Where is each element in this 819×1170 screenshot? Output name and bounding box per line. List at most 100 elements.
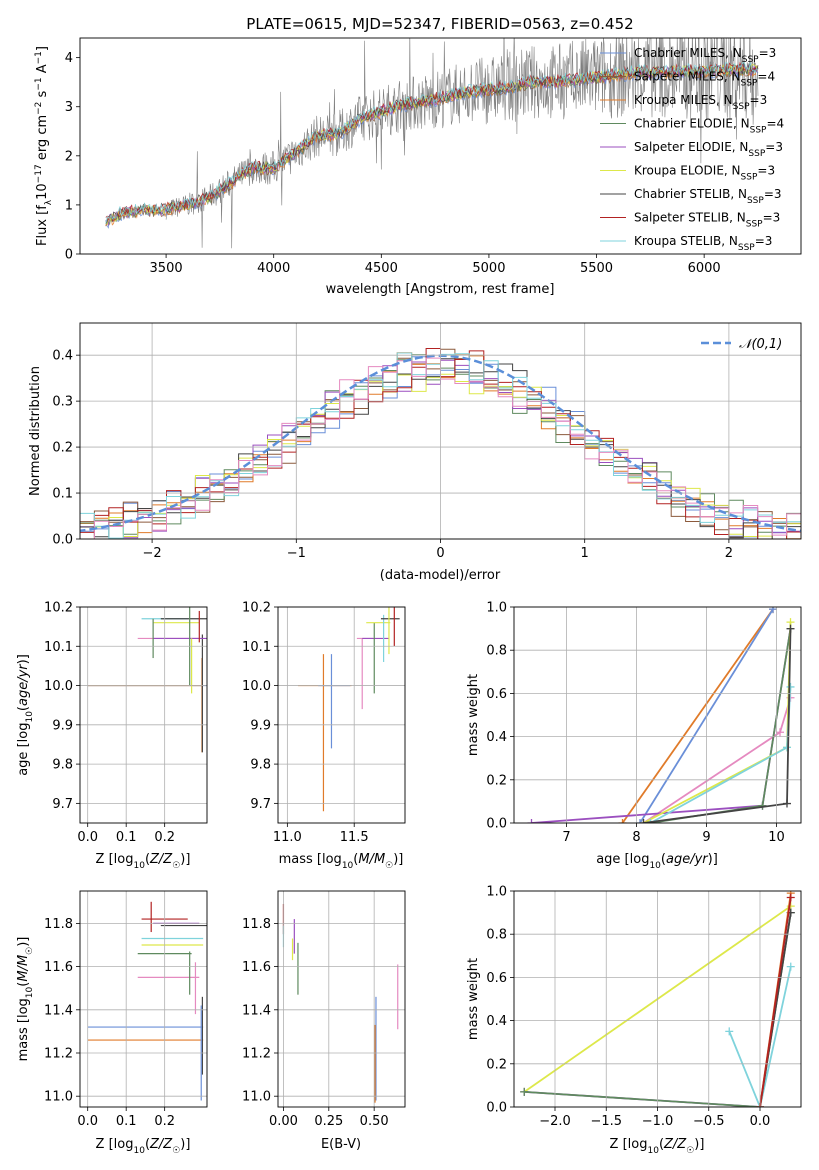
label-part: SSP [741,79,758,89]
panel-mass_vs_Z: 0.0 0.1 0.211.011.211.411.611.8Z [log10(Z/… [16,890,208,1156]
axes-frame [277,606,406,824]
plot-area [527,607,795,823]
y-tick-label: 10.2 [242,601,271,616]
axes-frame [79,37,802,255]
y-tick-label: 0.4 [486,1014,507,1029]
y-tick-label: 10.1 [44,640,73,655]
label-part: mass [log [16,998,31,1061]
label-part: Kroupa ELODIE, N [634,164,741,178]
x-tick-label: 7 [562,830,570,845]
label-part: −1 [34,77,44,90]
label-part: ☉ [385,861,393,871]
weight-marker [520,1087,529,1096]
weight-marker [786,893,795,902]
y-axis-label: mass weight [466,958,481,1040]
x-tick-label: −2.0 [539,1114,571,1129]
y-tick-label: 0.0 [486,1101,507,1116]
plot-area [282,903,399,1103]
label-part: 10 [133,861,145,871]
legend-entry: Chabrier STELIB, NSSP=3 [634,187,782,206]
plot-area [87,607,207,753]
y-tick-label: 9.8 [52,758,73,773]
weight-marker [527,819,536,823]
x-tick-label: 8 [632,830,640,845]
label-part: 10 [649,861,661,871]
label-part: Salpeter MILES, N [634,70,741,84]
label-part: age [log [16,723,31,776]
x-tick-label: 10 [768,830,785,845]
legend-entry: Chabrier ELODIE, NSSP=4 [634,117,784,136]
x-tick-label: 0.1 [116,830,137,845]
panel-spectrum: 3500 4000 4500 5000 5500 6000 0 1 2 3 4 wavelength … [34,37,802,297]
y-tick-label: 0.2 [486,1057,507,1072]
label-part: −17 [34,164,44,183]
weight-line [621,608,774,823]
label-part: Z [log [96,1137,134,1152]
y-tick-label: 9.9 [52,718,73,733]
y-tick-label: 9.7 [52,797,73,812]
x-tick-label: 0.0 [750,1114,771,1129]
axes-frame [79,606,208,824]
legend-entry: Salpeter STELIB, NSSP=3 [634,211,780,230]
label-part: =4 [766,117,784,131]
label-part: age/yr [666,852,709,867]
label-part: )] [393,852,403,867]
legend-entry: Chabrier MILES, NSSP=3 [634,46,776,65]
weight-marker [639,819,648,823]
label-part: Z/Z [149,852,173,867]
legend-entry: Salpeter ELODIE, NSSP=3 [634,140,783,159]
y-tick-label: 0 [65,248,73,263]
x-tick-label: 0.0 [77,830,98,845]
legend-entry: Kroupa ELODIE, NSSP=3 [634,164,775,183]
x-tick-label: 3500 [150,261,183,276]
label-part: =3 [765,140,783,154]
y-tick-label: 11.2 [44,1047,73,1062]
label-part: ( [661,852,666,867]
y-tick-label: 11.4 [242,1003,271,1018]
label-part: Kroupa MILES, N [634,93,733,107]
label-part: )] [16,654,31,664]
label-part: )] [180,852,190,867]
y-tick-label: 0.4 [486,730,507,745]
label-part: ☉ [25,947,35,955]
label-part: 10 [25,711,35,723]
label-part: =4 [757,70,775,84]
x-axis-label: (data-model)/error [380,568,501,583]
y-tick-label: 1 [65,198,73,213]
y-tick-label: 11.8 [44,917,73,932]
label-part: )] [708,852,718,867]
y-tick-label: 0.0 [52,533,73,548]
y-tick-label: 11.6 [242,960,271,975]
x-axis-label: E(B-V) [321,1137,361,1152]
x-tick-label: 9 [702,830,710,845]
y-tick-label: 0.8 [486,644,507,659]
y-tick-label: 0.6 [486,687,507,702]
x-tick-label: 0.25 [314,1114,343,1129]
label-part: )] [180,1137,190,1152]
y-tick-label: 10.0 [44,679,73,694]
x-tick-label: 11.0 [273,830,302,845]
label-part: ☉ [172,1146,180,1156]
label-part: Salpeter ELODIE, N [634,140,748,154]
label-part: Z [log [610,1137,648,1152]
x-tick-label: −2 [143,546,162,561]
y-tick-label: 10.2 [44,601,73,616]
model-spectrum [105,64,759,226]
x-tick-label: 11.5 [340,830,369,845]
y-axis-label: mass weight [466,674,481,756]
label-part: Salpeter STELIB, N [634,211,746,225]
label-part: λ [44,199,54,205]
panel-residuals: −2 −1 0 1 2 0.0 0.1 0.2 0.3 0.4 𝒩(0,1) (data-model)… [28,322,802,583]
axes-frame [513,890,802,1108]
x-tick-label: 4000 [257,261,290,276]
label-part: 10 [647,1146,659,1156]
weight-marker [618,819,627,823]
weight-marker [786,682,795,691]
y-tick-label: 11.8 [242,917,271,932]
y-tick-label: 0.2 [52,441,73,456]
weight-marker [769,607,777,614]
x-tick-label: 0.50 [360,1114,389,1129]
